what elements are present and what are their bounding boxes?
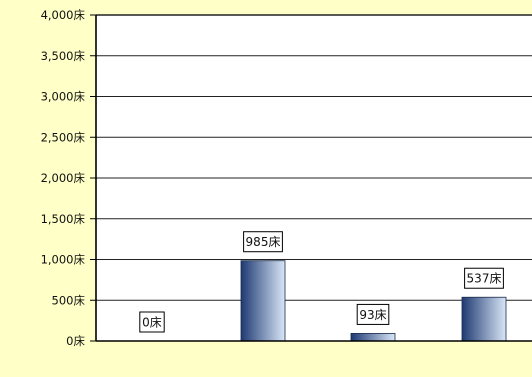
axes — [90, 14, 532, 342]
data-label: 93床 — [356, 303, 390, 325]
y-tick-label: 1,000床 — [41, 253, 86, 267]
data-label-text: 93床 — [359, 308, 386, 322]
data-label-text: 537床 — [467, 272, 502, 286]
y-tick-label: 1,500床 — [41, 212, 86, 226]
data-labels: 0床 985床 93床 537床 — [139, 231, 504, 333]
bar — [461, 296, 507, 342]
data-label-box — [139, 311, 165, 333]
data-label: 0床 — [139, 311, 165, 333]
y-tick-label: 500床 — [52, 293, 86, 307]
y-tick-label: 2,000床 — [41, 171, 86, 185]
y-tick-label: 4,000床 — [41, 8, 86, 22]
data-label-box — [356, 303, 390, 325]
gridlines — [96, 14, 532, 301]
data-label-box — [243, 231, 283, 253]
bar — [240, 260, 286, 342]
data-label: 985床 — [243, 231, 283, 253]
data-label-text: 0床 — [142, 316, 162, 330]
bar — [350, 333, 396, 342]
y-tick-label: 2,500床 — [41, 130, 86, 144]
y-tick-label: 3,000床 — [41, 90, 86, 104]
data-label-box — [464, 267, 504, 289]
data-label-text: 985床 — [246, 235, 281, 249]
data-label: 537床 — [464, 267, 504, 289]
y-tick-label: 3,500床 — [41, 49, 86, 63]
bars — [240, 260, 507, 342]
y-tick-label: 0床 — [66, 334, 85, 348]
y-tick-labels: 0床 500床 1,000床 1,500床 2,000床 2,500床 3,000床 3,50… — [41, 8, 86, 348]
